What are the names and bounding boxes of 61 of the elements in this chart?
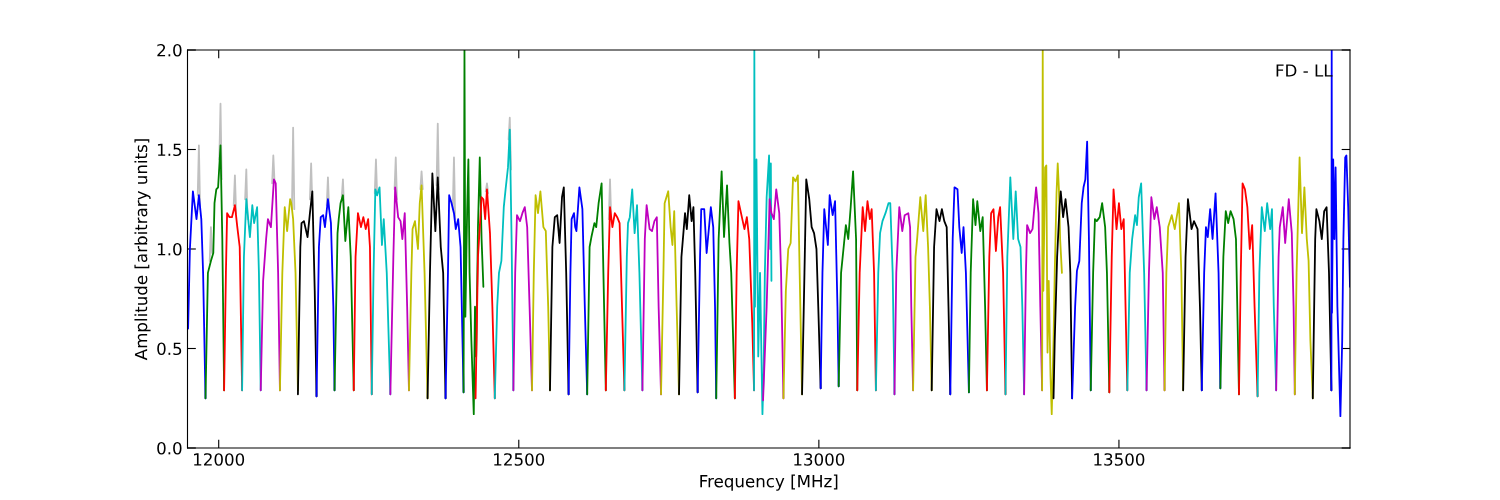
line-series (660, 190, 680, 396)
y-tick-label: 0.5 (157, 342, 182, 356)
line-series (967, 198, 988, 394)
line-series (1052, 190, 1074, 400)
line-series (297, 190, 318, 398)
line-series (782, 174, 803, 400)
y-tick-label: 1.5 (157, 143, 182, 157)
y-tick-label: 1.0 (157, 242, 182, 256)
y-axis-title: Amplitude [arbitrary units] (134, 139, 151, 361)
line-series (531, 190, 551, 392)
line-series (444, 194, 465, 400)
line-series (1145, 196, 1166, 392)
line-series (279, 198, 299, 392)
line-series (493, 128, 515, 400)
line-series (567, 186, 589, 396)
x-axis-title: Frequency [MHz] (700, 474, 838, 491)
line-series (1256, 202, 1278, 398)
line-series (259, 178, 281, 392)
line-series (1311, 206, 1333, 400)
line-series (512, 206, 533, 392)
line-series (586, 182, 607, 396)
line-series (223, 204, 244, 392)
line-series (912, 194, 933, 392)
line-series (241, 198, 262, 392)
x-tick-label: 12000 (194, 453, 245, 466)
line-series (462, 50, 485, 416)
line-series (1004, 176, 1026, 396)
line-series (1071, 140, 1092, 400)
line-series (819, 194, 840, 390)
line-series (426, 172, 447, 400)
line-series (474, 188, 496, 400)
line-series (1108, 188, 1129, 394)
line-series (315, 198, 336, 398)
line-series (1238, 182, 1259, 398)
line-series (623, 188, 644, 392)
x-tick-label: 13000 (794, 453, 845, 466)
line-series (856, 200, 877, 392)
line-series (1089, 202, 1111, 394)
line-series (715, 170, 736, 400)
line-series (1200, 192, 1222, 392)
line-series (893, 206, 914, 396)
line-series (949, 186, 970, 396)
line-series (204, 144, 226, 400)
line-series (1023, 186, 1044, 396)
line-series (604, 206, 626, 392)
line-series (1126, 182, 1148, 392)
x-tick-label: 13500 (1094, 453, 1145, 466)
y-tick-label: 2.0 (157, 43, 182, 57)
line-series (678, 194, 699, 396)
line-series (1041, 50, 1063, 416)
x-tick-label: 12500 (494, 453, 545, 466)
line-series (753, 50, 773, 416)
line-series (333, 194, 355, 392)
line-series (370, 186, 392, 396)
y-tick-label: 0.0 (157, 441, 182, 455)
line-series (1163, 202, 1185, 392)
line-series (389, 186, 410, 396)
line-series (801, 178, 822, 396)
line-series (733, 200, 755, 400)
line-series (1182, 198, 1203, 392)
line-series (762, 188, 785, 402)
